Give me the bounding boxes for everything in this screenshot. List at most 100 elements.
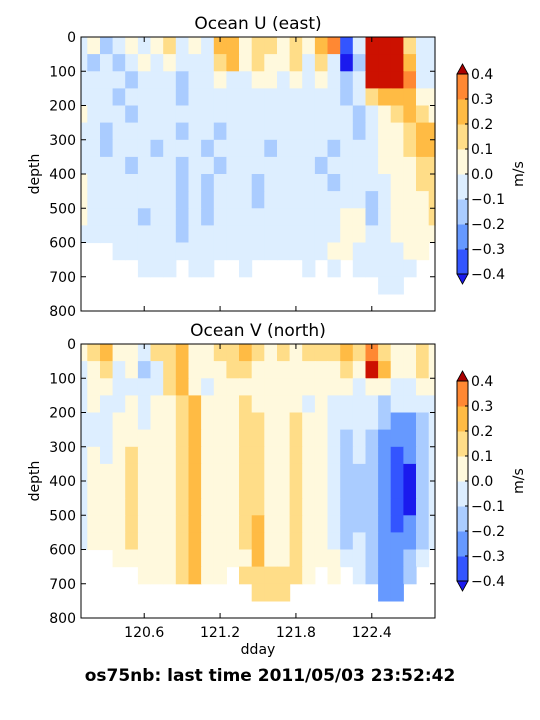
heatmap-cell xyxy=(264,481,278,499)
heatmap-cell xyxy=(302,549,316,568)
heatmap-cell xyxy=(289,549,303,568)
heatmap-cell xyxy=(112,395,126,414)
heatmap-cell xyxy=(264,225,278,244)
heatmap-cell xyxy=(112,54,126,72)
heatmap-cell xyxy=(251,88,265,107)
heatmap-cell xyxy=(378,412,392,431)
heatmap-cell xyxy=(314,515,329,533)
heatmap-cell xyxy=(428,156,436,175)
colorbar-under-arrow xyxy=(456,273,469,285)
heatmap-cell xyxy=(150,446,164,465)
heatmap-cell xyxy=(175,481,189,499)
heatmap-cell xyxy=(175,344,189,362)
heatmap-cell xyxy=(137,463,152,482)
heatmap-cell xyxy=(175,429,189,448)
heatmap-cell xyxy=(87,463,101,482)
heatmap-cell xyxy=(251,191,265,209)
heatmap-cell xyxy=(137,37,152,55)
heatmap-cell xyxy=(365,88,379,107)
heatmap-cell xyxy=(340,105,354,124)
heatmap-cell xyxy=(100,71,114,89)
heatmap-cell xyxy=(352,395,366,414)
heatmap-cell xyxy=(314,54,329,72)
heatmap-cell xyxy=(428,515,436,533)
heatmap-cell xyxy=(175,122,189,141)
colorbar-tick-label: 0.3 xyxy=(471,92,493,108)
heatmap-cell xyxy=(239,37,253,55)
heatmap-cell xyxy=(213,37,227,55)
heatmap-cell xyxy=(201,463,215,482)
heatmap-cell xyxy=(264,532,278,551)
heatmap-cell xyxy=(163,191,177,209)
heatmap-cell xyxy=(264,498,278,516)
heatmap-cell xyxy=(302,344,316,362)
heatmap-cell xyxy=(163,412,177,431)
heatmap-cell xyxy=(112,532,126,551)
heatmap-cell xyxy=(226,446,240,465)
heatmap-cell xyxy=(403,88,417,107)
heatmap-cell xyxy=(175,566,189,585)
heatmap-cell xyxy=(365,225,379,244)
heatmap-cell xyxy=(188,344,202,362)
heatmap-cell xyxy=(125,225,139,244)
heatmap-cell xyxy=(365,71,379,89)
heatmap-cell xyxy=(81,71,88,89)
heatmap-cell xyxy=(340,515,354,533)
heatmap-cell xyxy=(213,429,227,448)
heatmap-cell xyxy=(188,378,202,396)
heatmap-cell xyxy=(201,429,215,448)
heatmap-cell xyxy=(302,481,316,499)
colorbar-band xyxy=(457,431,468,457)
heatmap-cell xyxy=(213,566,227,585)
u-chart-title: Ocean U (east) xyxy=(194,14,321,34)
heatmap-cell xyxy=(87,105,101,124)
colorbar-tick-label: −0.4 xyxy=(471,267,505,283)
heatmap-cell xyxy=(213,156,227,175)
heatmap-cell xyxy=(416,361,430,379)
heatmap-cell xyxy=(150,191,164,209)
heatmap-cell xyxy=(340,429,354,448)
heatmap-cell xyxy=(188,191,202,209)
heatmap-cell xyxy=(378,156,392,175)
heatmap-cell xyxy=(302,71,316,89)
heatmap-cell xyxy=(188,37,202,55)
heatmap-cell xyxy=(251,37,265,55)
heatmap-cell xyxy=(251,225,265,244)
colorbar-tick-label: −0.1 xyxy=(471,499,505,515)
heatmap-cell xyxy=(378,395,392,414)
heatmap-cell xyxy=(390,395,404,414)
heatmap-cell xyxy=(175,225,189,244)
heatmap-cell xyxy=(150,429,164,448)
heatmap-cell xyxy=(302,566,316,585)
heatmap-cell xyxy=(403,259,417,278)
heatmap-cell xyxy=(213,532,227,551)
heatmap-cell xyxy=(188,174,202,192)
heatmap-cell xyxy=(289,463,303,482)
heatmap-cell xyxy=(314,549,329,568)
heatmap-cell xyxy=(226,225,240,244)
y-tick-label: 700 xyxy=(49,270,76,286)
heatmap-cell xyxy=(163,481,177,499)
heatmap-cell xyxy=(175,156,189,175)
heatmap-cell xyxy=(390,71,404,89)
heatmap-cell xyxy=(352,122,366,141)
heatmap-cell xyxy=(302,259,316,278)
heatmap-cell xyxy=(201,71,215,89)
heatmap-cell xyxy=(150,156,164,175)
heatmap-cell xyxy=(150,344,164,362)
heatmap-cell xyxy=(340,71,354,89)
heatmap-cell xyxy=(365,532,379,551)
heatmap-cell xyxy=(277,191,291,209)
heatmap-cell xyxy=(390,276,404,295)
heatmap-cell xyxy=(390,463,404,482)
heatmap-cell xyxy=(100,344,114,362)
heatmap-cell xyxy=(390,583,404,602)
heatmap-cell xyxy=(340,225,354,244)
heatmap-cell xyxy=(100,88,114,107)
colorbar-label: m/s xyxy=(511,161,527,187)
heatmap-cell xyxy=(352,259,366,278)
heatmap-cell xyxy=(125,463,139,482)
heatmap-cell xyxy=(403,412,417,431)
heatmap-cell xyxy=(125,378,139,396)
heatmap-cell xyxy=(87,412,101,431)
